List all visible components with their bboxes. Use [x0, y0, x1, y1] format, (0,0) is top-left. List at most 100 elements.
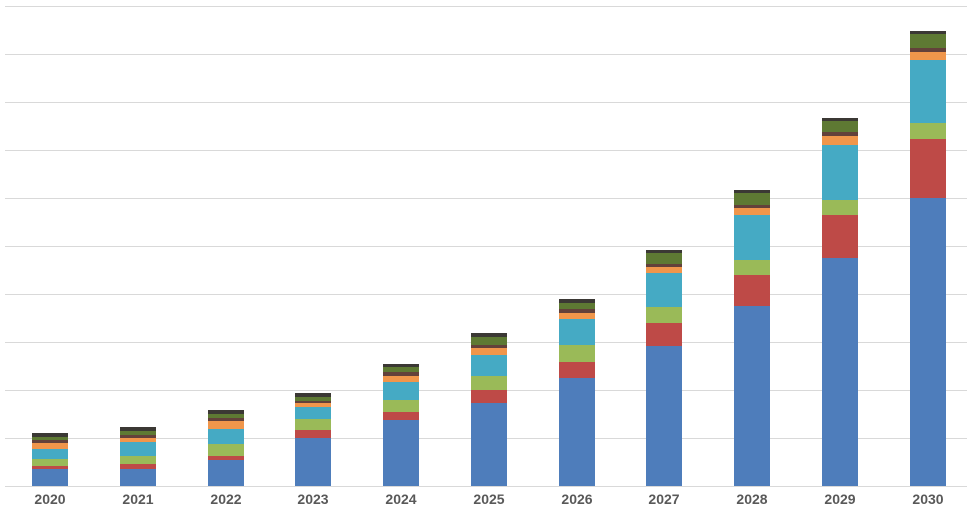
series-teal-segment [120, 442, 156, 457]
series-green-segment [32, 459, 68, 467]
series-green-segment [120, 456, 156, 465]
x-axis-label-2028: 2028 [736, 491, 768, 507]
series-green-segment [208, 444, 244, 457]
bar-2025 [471, 332, 507, 486]
series-olive-segment [910, 34, 946, 49]
series-dark-gray-segment [208, 409, 244, 414]
series-olive-segment [295, 396, 331, 401]
series-dark-gray-segment [471, 332, 507, 337]
bar-2029 [822, 117, 858, 486]
series-olive-segment [559, 302, 595, 309]
x-axis-label-2027: 2027 [648, 491, 680, 507]
x-axis-label-2029: 2029 [824, 491, 856, 507]
series-dark-brown-segment [32, 440, 68, 444]
series-dark-brown-segment [734, 204, 770, 208]
series-dark-gray-segment [822, 117, 858, 121]
series-dark-brown-segment [295, 400, 331, 404]
series-orange-segment [822, 135, 858, 145]
series-blue-segment [295, 438, 331, 486]
series-teal-segment [822, 144, 858, 200]
series-red-segment [559, 362, 595, 378]
series-teal-segment [910, 60, 946, 124]
series-dark-brown-segment [822, 131, 858, 136]
gridline [5, 6, 967, 7]
series-teal-segment [646, 272, 682, 308]
series-olive-segment [32, 436, 68, 441]
x-axis-label-2024: 2024 [385, 491, 417, 507]
series-blue-segment [734, 306, 770, 486]
series-orange-segment [910, 52, 946, 61]
series-dark-gray-segment [646, 249, 682, 254]
series-dark-brown-segment [208, 418, 244, 422]
series-red-segment [208, 456, 244, 461]
series-teal-segment [471, 355, 507, 377]
series-blue-segment [559, 378, 595, 486]
series-green-segment [295, 418, 331, 430]
series-green-segment [910, 123, 946, 139]
series-green-segment [822, 199, 858, 215]
series-green-segment [559, 345, 595, 363]
series-orange-segment [383, 376, 419, 382]
x-axis-label-2020: 2020 [34, 491, 66, 507]
series-orange-segment [559, 312, 595, 319]
series-red-segment [471, 390, 507, 403]
gridline [5, 294, 967, 295]
series-dark-gray-segment [295, 393, 331, 397]
series-green-segment [383, 400, 419, 413]
series-green-segment [471, 376, 507, 390]
series-teal-segment [208, 428, 244, 445]
series-orange-segment [32, 443, 68, 450]
series-dark-brown-segment [646, 264, 682, 268]
series-dark-brown-segment [559, 308, 595, 313]
series-red-segment [910, 139, 946, 198]
bar-2024 [383, 364, 419, 486]
series-blue-segment [32, 469, 68, 486]
series-red-segment [734, 274, 770, 306]
series-orange-segment [734, 207, 770, 215]
series-teal-segment [734, 214, 770, 260]
x-axis-label-2021: 2021 [122, 491, 154, 507]
series-orange-segment [646, 267, 682, 273]
series-blue-segment [471, 403, 507, 486]
series-orange-segment [120, 437, 156, 443]
series-dark-brown-segment [471, 344, 507, 348]
series-teal-segment [559, 318, 595, 346]
series-olive-segment [646, 253, 682, 265]
series-blue-segment [208, 460, 244, 486]
series-orange-segment [471, 347, 507, 356]
series-red-segment [295, 429, 331, 438]
series-red-segment [646, 322, 682, 346]
series-blue-segment [646, 345, 682, 486]
gridline [5, 246, 967, 247]
series-orange-segment [295, 403, 331, 407]
bar-2028 [734, 189, 770, 486]
series-green-segment [646, 307, 682, 323]
bar-2021 [120, 427, 156, 486]
x-axis-label-2022: 2022 [210, 491, 242, 507]
series-green-segment [734, 259, 770, 275]
series-dark-brown-segment [120, 434, 156, 438]
series-dark-brown-segment [383, 372, 419, 377]
series-red-segment [32, 466, 68, 470]
gridline [5, 198, 967, 199]
series-teal-segment [32, 449, 68, 460]
gridline [5, 102, 967, 103]
series-dark-gray-segment [383, 364, 419, 368]
series-blue-segment [910, 198, 946, 486]
series-red-segment [120, 464, 156, 470]
x-axis-label-2023: 2023 [297, 491, 329, 507]
series-dark-gray-segment [120, 427, 156, 431]
bar-2023 [295, 393, 331, 486]
series-teal-segment [295, 406, 331, 419]
series-olive-segment [471, 336, 507, 345]
bar-2022 [208, 409, 244, 486]
series-dark-gray-segment [910, 31, 946, 35]
x-axis-label-2030: 2030 [912, 491, 944, 507]
series-orange-segment [208, 421, 244, 429]
series-dark-brown-segment [910, 48, 946, 53]
series-dark-gray-segment [32, 433, 68, 437]
x-axis-label-2025: 2025 [473, 491, 505, 507]
series-red-segment [822, 214, 858, 258]
series-dark-gray-segment [734, 189, 770, 193]
